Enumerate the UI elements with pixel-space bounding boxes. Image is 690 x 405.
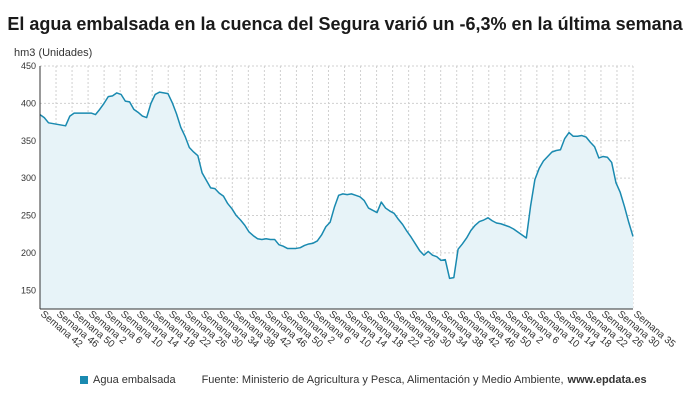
y-tick-label: 350 bbox=[21, 136, 36, 146]
source-link[interactable]: www.epdata.es bbox=[567, 374, 647, 386]
y-tick-label: 200 bbox=[21, 248, 36, 258]
y-tick-label: 250 bbox=[21, 211, 36, 221]
y-tick-label: 450 bbox=[21, 61, 36, 71]
x-axis bbox=[39, 66, 633, 310]
chart-title: El agua embalsada en la cuenca del Segur… bbox=[7, 14, 683, 34]
y-tick-labels: 150 200 250 300 350 400 450 bbox=[21, 61, 36, 295]
y-axis-label: hm3 (Unidades) bbox=[14, 47, 93, 59]
legend-label: Agua embalsada bbox=[93, 374, 176, 386]
y-tick-label: 150 bbox=[21, 285, 36, 295]
y-tick-label: 400 bbox=[21, 98, 36, 108]
legend-swatch bbox=[80, 376, 88, 384]
source-text: Fuente: Ministerio de Agricultura y Pesc… bbox=[201, 374, 564, 386]
y-tick-label: 300 bbox=[21, 173, 36, 183]
series-line-agua-embalsada bbox=[39, 91, 634, 280]
footer: Agua embalsada Fuente: Ministerio de Agr… bbox=[80, 374, 647, 386]
